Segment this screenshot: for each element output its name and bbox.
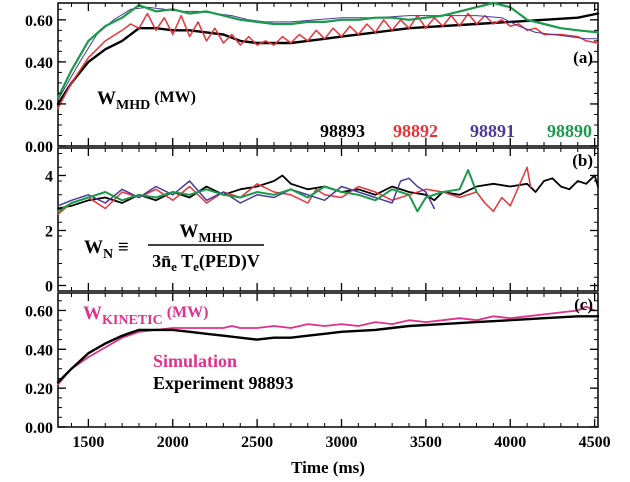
panel-a-series [56, 1, 600, 109]
legend-98890: 98890 [547, 121, 592, 141]
x-tick-label: 2000 [157, 434, 189, 451]
panel-c-ytick-label: 0.60 [25, 303, 53, 320]
panel-c-ticks: 0.00 0.20 0.40 0.60 [25, 293, 598, 437]
panel-c: 0.00 0.20 0.40 0.60 (c) WKINETIC (MW) Simul… [25, 292, 600, 437]
panel-a-ticks: 0.00 0.20 0.40 0.60 [25, 3, 598, 156]
panel-c-ytick-label: 0.00 [25, 420, 53, 437]
panel-b-series-98890 [57, 169, 478, 213]
x-tick-label: 3000 [326, 434, 358, 451]
formula-denominator: 3n̄e Te(PED)V [152, 251, 260, 274]
x-tick-label: 2500 [241, 434, 273, 451]
x-tick-label: 4000 [494, 434, 526, 451]
panel-b-series [57, 166, 599, 215]
panel-b-frame [57, 147, 599, 292]
panel-b-series-98891 [57, 177, 436, 210]
panel-c-ylabel: WKINETIC (MW) [83, 303, 208, 328]
panel-b-ticks: 0 2 4 [45, 148, 598, 296]
panel-b: 0 2 4 (b) WN ≡ WMHD 3n̄e Te(PED)V [45, 147, 599, 296]
panel-c-ytick-label: 0.20 [25, 381, 53, 398]
panel-c-frame [57, 292, 599, 428]
panel-c-series [56, 305, 600, 386]
x-tick-label: 3500 [410, 434, 442, 451]
x-tick-label: 4500 [579, 434, 611, 451]
formula-lhs: WN ≡ [84, 237, 129, 262]
panel-a-ytick-label: 0.20 [25, 97, 53, 114]
panel-a-legend: 98893 98892 98891 98890 [320, 121, 592, 141]
panel-b-ytick-label: 2 [45, 224, 53, 241]
simulation-label: Simulation [153, 351, 237, 371]
panel-b-series-98893 [57, 174, 599, 210]
panel-b-series-98892 [57, 166, 532, 215]
panel-a-ytick-label: 0.60 [25, 13, 53, 30]
panel-a-series-98892 [57, 12, 599, 109]
panel-b-ytick-label: 4 [45, 169, 53, 186]
x-axis: 1500 2000 2500 3000 3500 4000 4500 [72, 434, 610, 451]
panel-a-series-98893 [56, 12, 600, 106]
wn-formula: WN ≡ WMHD 3n̄e Te(PED)V [84, 221, 264, 274]
x-axis-title: Time (ms) [291, 458, 365, 477]
panel-c-series-experiment-98893 [56, 315, 600, 384]
x-tick-label: 1500 [72, 434, 104, 451]
panel-c-label: (c) [574, 295, 593, 314]
panel-c-ytick-label: 0.40 [25, 342, 53, 359]
legend-98892: 98892 [393, 121, 438, 141]
panel-a-ylabel: WMHD (MW) [97, 88, 196, 113]
panel-a-ytick-label: 0.00 [25, 139, 53, 156]
panel-a: 0.00 0.20 0.40 0.60 (a) WMHD (MW) 98893 988… [25, 1, 600, 156]
panel-a-ytick-label: 0.40 [25, 55, 53, 72]
panel-a-series-98891 [57, 6, 599, 101]
experiment-label: Experiment 98893 [153, 373, 293, 393]
panel-b-label: (b) [572, 151, 593, 170]
legend-98891: 98891 [470, 121, 515, 141]
formula-numerator: WMHD [179, 221, 232, 246]
panel-a-label: (a) [573, 48, 593, 67]
panel-a-series-98890 [56, 1, 600, 99]
panel-b-ytick-label: 0 [45, 279, 53, 296]
legend-98893: 98893 [320, 121, 365, 141]
panel-a-frame [57, 2, 599, 147]
